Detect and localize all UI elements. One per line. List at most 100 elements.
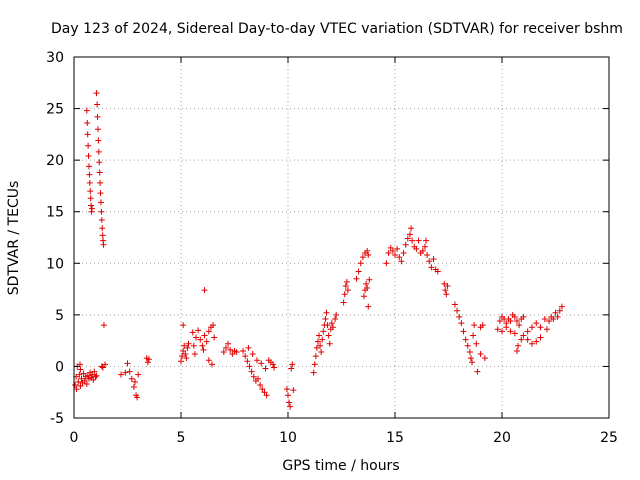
data-point [389,247,396,254]
data-point [364,285,371,292]
data-point [341,291,348,298]
data-point [191,351,198,358]
data-point [97,190,104,197]
data-point [443,291,450,298]
data-points [72,90,565,410]
data-point [507,328,514,335]
data-point [242,353,249,360]
data-point [430,256,437,263]
data-point [444,282,451,289]
data-point [424,252,431,259]
data-point [543,326,550,333]
x-tick-label: 25 [600,430,618,446]
data-point [317,342,324,349]
data-point [195,327,202,334]
data-point [387,244,394,251]
data-point [78,375,85,382]
data-point [537,324,544,331]
data-point [86,171,93,178]
grid [74,57,609,418]
data-point [460,328,467,335]
data-point [520,332,527,339]
data-point [197,336,204,343]
data-point [94,113,101,120]
data-point [496,318,503,325]
data-point [99,232,106,239]
y-tick-labels: -5 0 5 10 15 20 25 30 [46,50,64,427]
data-point [201,287,208,294]
data-point [528,324,535,331]
data-point [200,346,207,353]
data-point [199,342,206,349]
data-point [130,384,137,391]
data-point [222,344,229,351]
data-point [76,371,83,378]
data-point [249,351,256,358]
data-point [344,287,351,294]
data-point [93,372,100,379]
data-point [122,369,129,376]
data-point [131,378,138,385]
data-point [233,348,240,355]
data-point [314,338,321,345]
data-point [96,159,103,166]
data-point [528,340,535,347]
data-point [402,241,409,248]
data-point [363,280,370,287]
data-point [392,252,398,259]
data-point [84,131,91,138]
data-point [556,307,563,314]
data-point [203,338,210,345]
data-point [181,342,188,349]
data-point [456,313,463,320]
data-point [409,237,416,244]
data-point [225,340,232,347]
x-tick-label: 0 [70,430,79,446]
data-point [428,264,435,271]
data-point [95,137,102,144]
y-tick-label: -5 [50,411,64,427]
data-point [90,376,97,383]
data-point [466,348,473,355]
data-point [250,373,257,380]
data-point [552,309,559,316]
data-point [98,216,105,223]
data-point [322,315,329,322]
data-point [283,386,290,393]
data-point [406,231,413,238]
data-point [479,322,486,329]
data-point [343,278,350,285]
data-point [190,342,197,349]
data-point [541,315,548,322]
data-point [365,303,372,310]
data-point [458,320,465,327]
data-point [83,380,90,387]
data-point [205,328,212,335]
data-point [313,344,320,351]
data-point [118,371,125,378]
data-point [366,276,373,283]
y-tick-label: 10 [46,256,64,272]
data-point [342,282,349,289]
data-point [88,202,95,209]
data-point [285,392,291,399]
data-point [192,334,199,341]
data-point [180,347,187,354]
data-point [93,90,100,97]
data-point [89,371,96,378]
data-point [474,368,481,375]
data-point [524,336,531,343]
data-point [96,169,103,176]
data-point [220,348,227,355]
data-point [451,301,458,308]
data-point [94,126,101,133]
data-point [533,320,540,327]
data-point [92,373,99,380]
data-point [84,120,91,127]
data-point [383,260,390,267]
data-point [145,356,152,363]
data-point [77,366,84,373]
data-point [88,205,95,212]
data-point [83,107,90,114]
